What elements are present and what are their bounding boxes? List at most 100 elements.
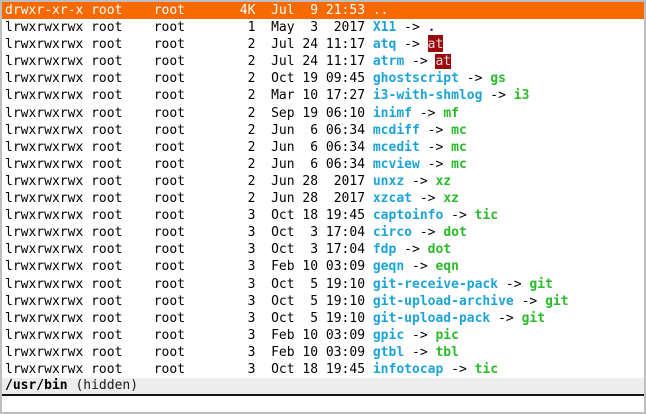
file-meta: lrwxrwxrwx root root 3 Oct 3 17:04: [5, 242, 373, 258]
symlink-target: i3: [513, 88, 530, 104]
file-meta: lrwxrwxrwx root root 2 Jul 24 11:17: [5, 54, 373, 70]
symlink-arrow: ->: [490, 310, 522, 326]
file-row[interactable]: lrwxrwxrwx root root 3 Feb 10 03:09 geqn…: [2, 258, 644, 275]
file-name: X11: [372, 20, 397, 36]
file-row[interactable]: lrwxrwxrwx root root 2 Jun 28 2017 xzcat…: [2, 190, 644, 207]
file-meta: lrwxrwxrwx root root 2 Sep 19 06:10: [5, 105, 373, 121]
symlink-target: at: [435, 54, 452, 70]
symlink-target: tic: [474, 361, 499, 377]
status-path: /usr/bin: [5, 378, 68, 394]
file-name: fdp: [372, 242, 397, 258]
file-meta: lrwxrwxrwx root root 2 Jul 24 11:17: [5, 37, 373, 53]
file-meta: lrwxrwxrwx root root 2 Jun 28 2017: [5, 173, 373, 189]
file-meta: lrwxrwxrwx root root 3 Oct 3 17:04: [5, 225, 373, 241]
symlink-arrow: ->: [482, 88, 514, 104]
file-meta: lrwxrwxrwx root root 2 Oct 19 09:45: [5, 71, 373, 87]
symlink-arrow: ->: [419, 139, 452, 155]
file-row[interactable]: lrwxrwxrwx root root 2 Jun 6 06:34 mcdif…: [2, 122, 644, 139]
file-meta: lrwxrwxrwx root root 2 Jun 6 06:34: [5, 122, 373, 138]
symlink-arrow: ->: [404, 54, 436, 70]
file-row-parent-dir[interactable]: drwxr-xr-x root root 4K Jul 9 21:53 ..: [2, 2, 644, 20]
file-row[interactable]: lrwxrwxrwx root root 3 Feb 10 03:09 gtbl…: [2, 344, 644, 361]
symlink-arrow: ->: [412, 105, 444, 121]
symlink-arrow: ->: [513, 293, 546, 309]
file-row[interactable]: lrwxrwxrwx root root 3 Feb 10 03:09 gpic…: [2, 327, 644, 344]
file-row[interactable]: lrwxrwxrwx root root 2 Jul 24 11:17 atq …: [2, 36, 644, 53]
symlink-target: tic: [474, 208, 499, 224]
symlink-arrow: ->: [396, 37, 428, 53]
symlink-arrow: ->: [396, 20, 428, 36]
file-row[interactable]: lrwxrwxrwx root root 3 Oct 3 17:04 fdp -…: [2, 241, 644, 258]
symlink-target: dot: [427, 242, 452, 258]
file-listing: drwxr-xr-x root root 4K Jul 9 21:53 .. lr…: [2, 2, 644, 378]
file-name: xzcat: [372, 191, 412, 207]
symlink-arrow: ->: [458, 71, 491, 87]
file-row[interactable]: lrwxrwxrwx root root 2 Jul 24 11:17 atrm…: [2, 53, 644, 70]
symlink-arrow: ->: [404, 259, 436, 275]
file-name: captoinfo: [372, 208, 444, 224]
symlink-target: mc: [451, 156, 467, 172]
file-meta: lrwxrwxrwx root root 3 Oct 18 19:45: [5, 361, 373, 377]
symlink-arrow: ->: [443, 361, 475, 377]
symlink-target: .: [427, 20, 444, 38]
file-name: ..: [372, 3, 389, 18]
symlink-target: mc: [451, 139, 467, 155]
symlink-arrow: ->: [404, 173, 436, 189]
file-row[interactable]: lrwxrwxrwx root root 3 Oct 5 19:10 git-u…: [2, 310, 644, 327]
file-row[interactable]: lrwxrwxrwx root root 2 Mar 10 17:27 i3-w…: [2, 87, 644, 104]
file-name: atq: [372, 37, 397, 53]
symlink-target: mc: [451, 122, 467, 138]
file-meta: lrwxrwxrwx root root 3 Feb 10 03:09: [5, 327, 373, 343]
file-meta: lrwxrwxrwx root root 3 Oct 5 19:10: [5, 276, 373, 292]
file-meta: lrwxrwxrwx root root 2 Mar 10 17:27: [5, 88, 373, 104]
file-row[interactable]: lrwxrwxrwx root root 2 Sep 19 06:10 inim…: [2, 105, 644, 122]
file-name: inimf: [372, 105, 412, 121]
file-meta: lrwxrwxrwx root root 3 Feb 10 03:09: [5, 344, 373, 360]
file-row[interactable]: lrwxrwxrwx root root 3 Oct 5 19:10 git-r…: [2, 276, 644, 293]
file-name: mcview: [372, 156, 420, 172]
file-name: i3-with-shmlog: [372, 88, 483, 104]
symlink-target: git: [529, 276, 553, 292]
file-row[interactable]: lrwxrwxrwx root root 1 May 3 2017 X11 ->…: [2, 19, 644, 38]
symlink-arrow: ->: [419, 156, 452, 172]
file-meta: lrwxrwxrwx root root 2 Jun 6 06:34: [5, 139, 373, 155]
symlink-arrow: ->: [498, 276, 530, 292]
symlink-target: xz: [443, 191, 459, 207]
file-row[interactable]: lrwxrwxrwx root root 2 Jun 28 2017 unxz …: [2, 173, 644, 190]
symlink-arrow: ->: [404, 327, 436, 343]
file-row[interactable]: lrwxrwxrwx root root 2 Oct 19 09:45 ghos…: [2, 70, 644, 87]
file-row[interactable]: lrwxrwxrwx root root 3 Oct 5 19:10 git-u…: [2, 293, 644, 310]
status-bar: /usr/bin (hidden): [2, 378, 644, 397]
symlink-arrow: ->: [443, 208, 475, 224]
file-meta: lrwxrwxrwx root root 3 Oct 5 19:10: [5, 310, 373, 326]
symlink-target: git: [521, 310, 546, 326]
file-row[interactable]: lrwxrwxrwx root root 2 Jun 6 06:34 mcedi…: [2, 139, 644, 156]
symlink-arrow: ->: [412, 225, 444, 241]
symlink-target: gs: [490, 71, 506, 87]
file-name: geqn: [372, 259, 405, 275]
file-meta: lrwxrwxrwx root root 3 Oct 18 19:45: [5, 208, 373, 224]
symlink-arrow: ->: [419, 122, 452, 138]
symlink-target: pic: [435, 327, 459, 343]
file-meta: lrwxrwxrwx root root 1 May 3 2017: [5, 20, 373, 36]
file-row[interactable]: lrwxrwxrwx root root 3 Oct 18 19:45 capt…: [2, 207, 644, 224]
file-name: circo: [372, 225, 412, 241]
status-hidden-indicator: (hidden): [67, 378, 139, 394]
file-meta: lrwxrwxrwx root root 3 Oct 5 19:10: [5, 293, 373, 309]
file-meta: lrwxrwxrwx root root 2 Jun 28 2017: [5, 191, 373, 207]
file-name: git-upload-pack: [372, 310, 491, 326]
symlink-arrow: ->: [404, 344, 436, 360]
file-name: mcedit: [372, 139, 420, 155]
file-name: ghostscript: [372, 71, 459, 87]
file-row[interactable]: lrwxrwxrwx root root 3 Oct 18 19:45 info…: [2, 361, 644, 378]
symlink-target: dot: [443, 225, 467, 241]
file-name: atrm: [372, 54, 405, 70]
file-row[interactable]: lrwxrwxrwx root root 3 Oct 3 17:04 circo…: [2, 224, 644, 241]
file-meta: lrwxrwxrwx root root 2 Jun 6 06:34: [5, 156, 373, 172]
symlink-target: tbl: [435, 344, 459, 360]
file-name: git-receive-pack: [372, 276, 499, 292]
file-meta: drwxr-xr-x root root 4K Jul 9 21:53: [5, 3, 373, 18]
symlink-target: at: [427, 37, 444, 53]
file-row[interactable]: lrwxrwxrwx root root 2 Jun 6 06:34 mcvie…: [2, 156, 644, 173]
